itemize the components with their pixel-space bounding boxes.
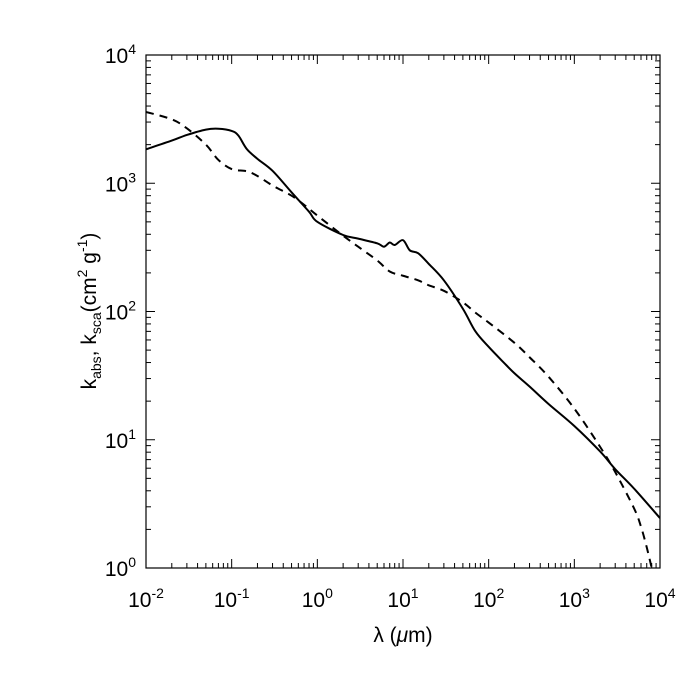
y-tick-label: 100 — [105, 554, 136, 581]
y-tick-label: 104 — [105, 41, 136, 68]
x-tick-label: 102 — [473, 585, 504, 612]
x-tick-label: 101 — [387, 585, 418, 612]
y-tick-label: 101 — [105, 426, 136, 453]
x-tick-label: 104 — [644, 585, 675, 612]
series-line-k-sca — [146, 110, 653, 568]
series-layer — [146, 110, 660, 568]
y-tick-label: 103 — [105, 169, 136, 196]
x-tick-label: 103 — [559, 585, 590, 612]
series-line-k-abs — [146, 127, 660, 519]
x-tick-label: 100 — [302, 585, 333, 612]
y-axis-title: kabs, ksca(cm2 g-1) — [74, 233, 104, 390]
y-tick-labels: 100 101 102 103 104 — [105, 41, 136, 581]
x-tick-label: 10-2 — [128, 585, 164, 612]
x-tick-label: 10-1 — [214, 585, 250, 612]
plot-area — [145, 54, 661, 569]
y-tick-label: 102 — [105, 298, 136, 325]
x-tick-labels: 10-2 10-1 100 101 102 103 104 — [128, 585, 676, 612]
axis-ticks — [145, 54, 661, 569]
x-axis-title: λ (μm) — [373, 624, 432, 647]
